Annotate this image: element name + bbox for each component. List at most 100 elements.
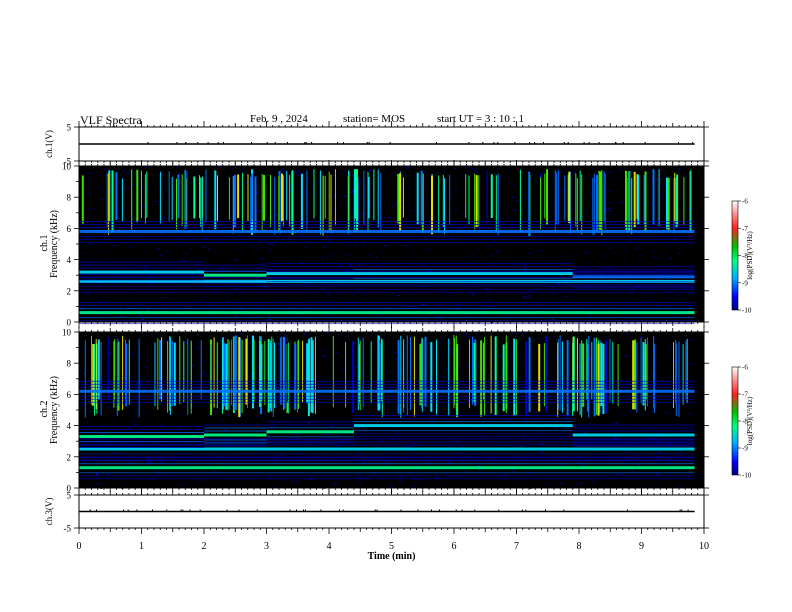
ch1-spectrogram-noise <box>265 286 268 288</box>
ch1-spectrogram-noise <box>273 264 276 266</box>
ch2-spectrogram-noise <box>427 462 430 463</box>
ch1-spectrogram-noise <box>375 256 378 258</box>
ch1-spectrogram-noise <box>120 315 123 317</box>
ch1-spectrogram-band-halo <box>354 284 573 286</box>
ch1-waveform-jitter <box>529 142 531 144</box>
ch1-spectrogram-noise <box>542 196 545 198</box>
ch2-spectrogram-noise <box>445 473 448 475</box>
ch1-spectrogram-noise <box>162 173 165 175</box>
ch2-spectrogram-noise <box>486 410 489 412</box>
ch1-spectrogram-noise <box>84 186 87 188</box>
ch1-spectrogram-noise <box>324 169 327 171</box>
ch1-spectrogram-noise <box>530 294 533 296</box>
ch1-spectrogram-noise <box>510 216 513 218</box>
ch1-spectrogram-ytick-label: 10 <box>62 162 72 172</box>
ch1-spectrogram-noise <box>331 254 334 255</box>
ch2-spectrogram-noise <box>112 452 115 454</box>
ch2-spectrogram-noise <box>395 431 398 433</box>
ch1-spectrogram-noise <box>369 310 371 312</box>
ch1-spectrogram-noise <box>299 260 302 262</box>
ch2-spectrogram-noise <box>158 474 161 475</box>
ch2-spectrogram-noise <box>97 477 99 479</box>
ch3-waveform-jitter <box>189 509 191 512</box>
ch2-spectrogram-noise <box>457 486 460 488</box>
ch1-spectrogram-noise <box>373 245 376 247</box>
ch1-spectrogram-noise <box>211 211 214 213</box>
ch1-spectrogram-noise <box>542 212 545 214</box>
ch2-spectrogram-band-halo <box>79 441 204 442</box>
ch1-spectrogram-noise <box>160 300 163 301</box>
ch2-spectrogram-band-halo <box>572 424 695 426</box>
ch1-spectrogram-noise <box>132 183 135 185</box>
ch2-spectrogram-band-halo <box>79 444 204 445</box>
ch1-spectrogram-noise <box>350 258 353 260</box>
ch2-spectrogram-noise <box>525 420 528 422</box>
ch2-spectrogram-noise <box>656 376 659 378</box>
ch1-spectrogram-colorbar <box>731 200 739 311</box>
ch1-waveform-jitter <box>207 142 209 144</box>
ch1-spectrogram-noise <box>361 246 364 248</box>
ch2-spectrogram-noise <box>415 413 418 415</box>
ch1-spectrogram-band-halo <box>79 270 695 272</box>
ch1-spectrogram-band-0 <box>79 311 695 315</box>
ch2-spectrogram-noise <box>143 353 146 355</box>
ch1-spectrogram-noise <box>164 297 167 298</box>
ch2-spectrogram-noise <box>369 433 372 435</box>
ch2-spectrogram-band-halo <box>354 433 573 435</box>
ch2-spectrogram-noise <box>623 355 626 357</box>
ch2-spectrogram-noise <box>416 479 419 480</box>
ch2-spectrogram-noise <box>136 417 139 419</box>
ch1-spectrogram-noise <box>362 244 365 246</box>
ch1-spectrogram-noise <box>492 205 495 207</box>
ch1-spectrogram-noise <box>428 217 431 219</box>
ch2-spectrogram-noise <box>297 464 300 466</box>
ch2-spectrogram-noise <box>161 433 164 435</box>
ch2-spectrogram-noise <box>677 423 680 425</box>
ch1-spectrogram-noise <box>323 246 326 248</box>
ch1-spectrogram-noise <box>185 213 187 214</box>
ch1-spectrogram-noise <box>268 243 271 245</box>
ch2-spectrogram-noise <box>466 455 469 457</box>
ch2-spectrogram-noise <box>487 375 490 376</box>
ch1-spectrogram-noise <box>608 213 611 215</box>
ch1-spectrogram-noise <box>560 190 563 192</box>
ch2-spectrogram-noise <box>119 402 122 404</box>
ch1-spectrogram-noise <box>264 240 267 242</box>
ch2-spectrogram-noise <box>395 357 398 359</box>
ch2-spectrogram-noise <box>537 338 540 340</box>
ch1-spectrogram-noise <box>339 172 342 174</box>
ch1-spectrogram-noise <box>160 270 163 271</box>
ch1-spectrogram-noise <box>674 237 676 239</box>
ch1-spectrogram-noise <box>234 259 237 261</box>
ch1-spectrogram-noise <box>104 169 107 171</box>
ch2-spectrogram-noise <box>534 435 537 437</box>
ch2-spectrogram-noise <box>448 342 451 344</box>
ch1-spectrogram-noise <box>271 204 274 206</box>
ch2-spectrogram-noise <box>191 388 194 390</box>
ch1-spectrogram-band-7 <box>79 230 695 233</box>
ch1-spectrogram-noise <box>686 207 689 209</box>
ch1-spectrogram-noise <box>411 248 414 250</box>
ch1-spectrogram-noise <box>610 176 613 178</box>
ch2-spectrogram-noise <box>181 361 184 363</box>
ch2-spectrogram-noise <box>85 413 88 415</box>
ch1-spectrogram-noise <box>208 248 211 250</box>
ch1-spectrogram-noise <box>182 290 185 292</box>
ch1-spectrogram-band-halo <box>79 276 695 278</box>
ch1-spectrogram-noise <box>142 204 145 206</box>
ch1-spectrogram-noise <box>521 293 524 295</box>
ch2-spectrogram-band-halo <box>572 442 695 444</box>
ch2-spectrogram-noise <box>127 355 130 357</box>
ch1-spectrogram-noise <box>111 245 114 246</box>
ch2-spectrogram-noise <box>378 440 381 442</box>
ch2-spectrogram-band-halo <box>79 444 695 446</box>
ch1-spectrogram-noise <box>668 309 671 311</box>
ch1-spectrogram-noise <box>276 214 279 216</box>
ch1-spectrogram-noise <box>326 258 329 260</box>
ch2-spectrogram-noise <box>656 440 659 442</box>
ch2-spectrogram-noise <box>678 485 681 487</box>
ch1-spectrogram-noise <box>387 217 390 219</box>
ch1-spectrogram-noise <box>532 233 535 235</box>
ch1-spectrogram-ytick-label: 8 <box>67 193 72 203</box>
ch1-spectrogram-noise <box>685 245 688 247</box>
